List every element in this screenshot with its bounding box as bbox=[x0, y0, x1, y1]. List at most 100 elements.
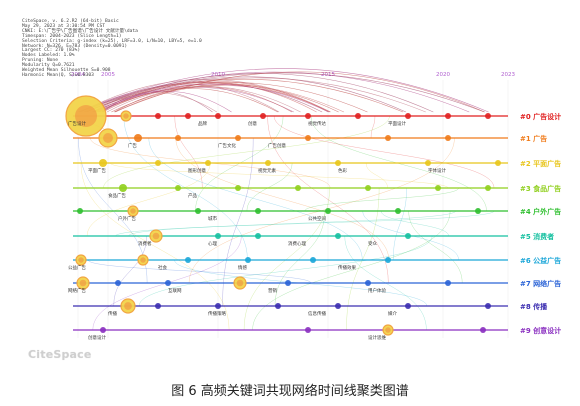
keyword-node bbox=[405, 303, 411, 309]
keyword-node bbox=[100, 327, 106, 333]
cross-cluster-link bbox=[274, 210, 325, 307]
keyword-node-core bbox=[140, 257, 146, 263]
summary-line: CNKI: E:\广告学\广告图谱\广告设计 文献计量\data bbox=[22, 28, 138, 34]
cluster-label: #5 消费者 bbox=[520, 232, 554, 241]
keyword-label: 互联网 bbox=[168, 287, 182, 294]
keyword-node bbox=[365, 280, 371, 286]
keyword-label: 视觉传达 bbox=[308, 120, 326, 127]
summary-line: Largest CC: 270 (83%) bbox=[22, 48, 81, 54]
keyword-node bbox=[285, 280, 291, 286]
keyword-node bbox=[445, 135, 451, 141]
summary-line: Nodes Labeled: 1.0% bbox=[22, 53, 75, 59]
keyword-node bbox=[260, 113, 266, 119]
cluster-label: #6 公益广告 bbox=[520, 256, 561, 265]
cross-cluster-link bbox=[267, 115, 389, 284]
keyword-label: 营销 bbox=[268, 287, 277, 294]
keyword-label: 消费心理 bbox=[288, 240, 306, 247]
keyword-node bbox=[485, 113, 491, 119]
keyword-node bbox=[405, 233, 411, 239]
cross-cluster-link bbox=[222, 137, 254, 307]
summary-line: CiteSpace, v. 6.2.R2 (64-bit) Basic bbox=[22, 19, 119, 24]
cluster-label: #7 网络广告 bbox=[520, 279, 561, 288]
keyword-node bbox=[99, 159, 107, 167]
co-citation-arc bbox=[83, 82, 323, 113]
keyword-node bbox=[365, 185, 371, 191]
keyword-node bbox=[275, 303, 281, 309]
keyword-node-core bbox=[152, 232, 160, 240]
keyword-label: 广告文化 bbox=[218, 142, 236, 149]
keyword-node bbox=[165, 280, 171, 286]
keyword-label: 平面广告 bbox=[88, 167, 106, 174]
keyword-node-core bbox=[130, 208, 136, 214]
cross-cluster-link bbox=[174, 115, 203, 189]
year-label: 2004 bbox=[71, 72, 85, 78]
cross-cluster-link bbox=[115, 210, 495, 237]
summary-line: Weighted Mean Silhouette S=0.908 bbox=[22, 68, 111, 74]
network-summary: CiteSpace, v. 6.2.R2 (64-bit) Basic May 2… bbox=[22, 19, 202, 79]
keyword-label: 传播效果 bbox=[338, 264, 356, 271]
keyword-node-core bbox=[103, 133, 113, 143]
keyword-node-core bbox=[385, 327, 391, 333]
keyword-node bbox=[405, 113, 411, 119]
keyword-label: 情感 bbox=[238, 264, 247, 271]
co-citation-arc bbox=[93, 83, 329, 113]
keyword-node bbox=[215, 233, 221, 239]
keyword-label: 图形创意 bbox=[188, 167, 206, 174]
keyword-node bbox=[310, 257, 316, 263]
keyword-label: 字体设计 bbox=[428, 167, 446, 174]
keyword-label: 设计思维 bbox=[368, 334, 386, 341]
cross-cluster-link bbox=[113, 235, 147, 307]
cluster-label: #8 传播 bbox=[520, 302, 548, 311]
keyword-node bbox=[115, 280, 121, 286]
keyword-label: 心理 bbox=[208, 240, 217, 247]
keyword-node-core bbox=[123, 113, 129, 119]
keyword-node bbox=[119, 184, 127, 192]
keyword-node bbox=[185, 113, 191, 119]
cross-cluster-link bbox=[175, 137, 389, 261]
cross-cluster-link bbox=[273, 115, 495, 189]
keyword-node bbox=[155, 303, 161, 309]
keyword-label: 公益广告 bbox=[68, 264, 86, 271]
cross-cluster-link bbox=[87, 259, 312, 284]
keyword-label: 传播策略 bbox=[208, 310, 226, 317]
keyword-label: 视觉元素 bbox=[258, 167, 276, 174]
co-citation-arc bbox=[86, 73, 434, 113]
summary-line: May 29, 2023 at 3:30:54 PM CST bbox=[22, 23, 105, 29]
keyword-node bbox=[235, 185, 241, 191]
keyword-node bbox=[475, 208, 481, 214]
keyword-node bbox=[245, 257, 251, 263]
keyword-node bbox=[265, 160, 271, 166]
cluster-label: #9 创意设计 bbox=[520, 326, 561, 335]
keyword-node bbox=[175, 185, 181, 191]
keyword-node bbox=[155, 160, 161, 166]
figure-caption: 图 6 高频关键词共现网络时间线聚类图谱 bbox=[171, 384, 409, 399]
summary-line: Timespan: 2004-2023 (Slice Length=1) bbox=[22, 33, 122, 39]
cluster-label: #2 平面广告 bbox=[520, 159, 561, 168]
co-citation-arc bbox=[101, 91, 232, 113]
citespace-logo: CiteSpace bbox=[28, 348, 92, 361]
keyword-node-core bbox=[236, 279, 244, 287]
keyword-label: 广告创意 bbox=[268, 142, 286, 149]
keyword-node bbox=[205, 160, 211, 166]
keyword-node bbox=[305, 327, 311, 333]
summary-line: Pruning: None bbox=[22, 58, 58, 64]
co-citation-arc bbox=[93, 92, 218, 113]
cross-cluster-link bbox=[393, 187, 407, 261]
year-label: 2020 bbox=[436, 72, 450, 78]
cross-cluster-link bbox=[148, 137, 363, 261]
keyword-node bbox=[445, 280, 451, 286]
keyword-node bbox=[385, 135, 391, 141]
keyword-node bbox=[77, 208, 83, 214]
keyword-node bbox=[485, 185, 491, 191]
cross-cluster-link bbox=[128, 210, 456, 237]
keyword-node bbox=[155, 113, 161, 119]
co-citation-arc bbox=[97, 87, 294, 113]
keyword-node bbox=[485, 303, 491, 309]
cluster-label: #4 户外广告 bbox=[520, 207, 561, 216]
cross-cluster-link bbox=[138, 235, 433, 307]
keyword-node-core bbox=[79, 279, 87, 287]
keyword-node bbox=[305, 135, 311, 141]
keyword-label: 创意设计 bbox=[88, 334, 106, 341]
year-label: 2010 bbox=[211, 72, 225, 78]
co-citation-arc bbox=[92, 76, 407, 113]
